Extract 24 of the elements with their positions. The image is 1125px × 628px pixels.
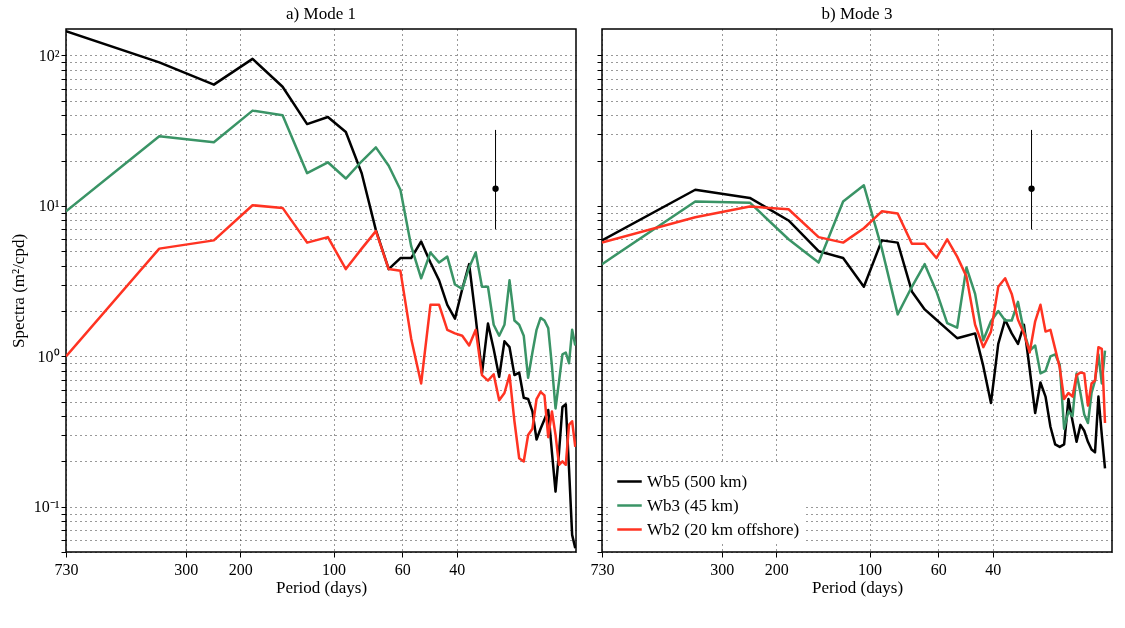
x-tick-label: 100 [322,560,347,578]
x-axis-title: Period (days) [275,577,368,597]
x-axis-title: Period (days) [811,577,904,597]
chart-title: a) Mode 1 [286,4,356,23]
x-tick-label: 100 [858,560,883,578]
x-tick-label: 60 [930,560,947,578]
x-tick-label: 300 [710,560,735,578]
x-tick-label: 40 [985,560,1002,578]
y-tick-label: 10⁻¹ [33,498,60,516]
y-tick-label: 10² [38,46,60,64]
x-tick-label: 730 [590,560,615,578]
chart-title: b) Mode 3 [821,4,893,23]
x-tick-label: 200 [764,560,789,578]
y-tick-label: 10¹ [38,197,60,215]
x-tick-label: 730 [54,560,79,578]
x-tick-label: 40 [449,560,466,578]
x-tick-label: 60 [394,560,411,578]
y-tick-label: 10⁰ [37,347,60,365]
legend-label: Wb2 (20 km offshore) [647,519,800,539]
legend-label: Wb3 (45 km) [647,495,739,515]
x-tick-label: 300 [174,560,199,578]
legend-label: Wb5 (500 km) [647,471,748,491]
y-axis-title: Spectra (m²/cpd) [8,233,28,349]
x-tick-label: 200 [228,560,253,578]
